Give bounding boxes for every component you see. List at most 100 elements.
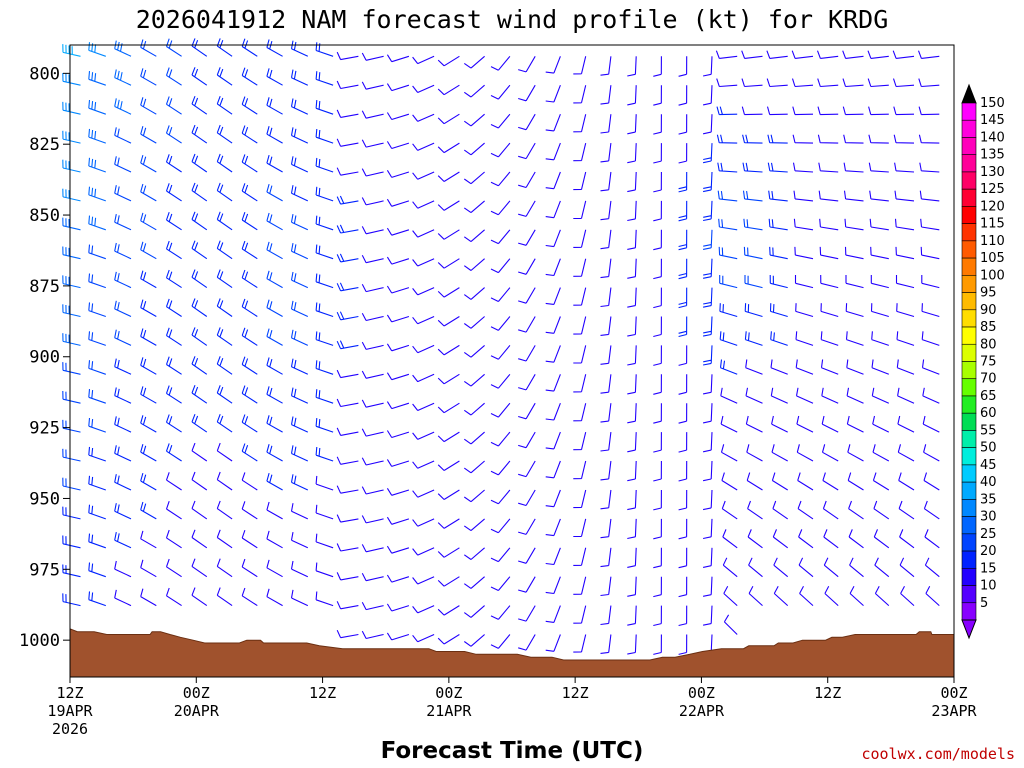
wind-barb xyxy=(702,518,713,540)
wind-barb xyxy=(723,586,738,607)
colorbar-cell xyxy=(961,516,977,535)
wind-barb xyxy=(191,67,208,86)
wind-barb xyxy=(573,142,587,162)
colorbar-cell xyxy=(961,137,977,155)
wind-barb xyxy=(545,316,561,334)
wind-barb xyxy=(772,500,789,520)
wind-barb xyxy=(88,533,106,549)
wind-barb xyxy=(266,270,283,289)
wind-barb xyxy=(818,190,839,202)
wind-barb xyxy=(490,402,511,418)
wind-barb xyxy=(336,456,359,465)
wind-barb xyxy=(897,387,915,404)
wind-barb xyxy=(823,529,839,549)
wind-barb xyxy=(412,489,435,498)
wind-barb xyxy=(869,218,889,231)
wind-barb xyxy=(743,246,763,260)
wind-barb xyxy=(114,271,132,289)
wind-barb xyxy=(545,460,561,479)
wind-barb xyxy=(766,106,788,116)
wind-barb xyxy=(437,316,460,327)
terrain-surface xyxy=(69,628,955,678)
wind-barb xyxy=(627,85,637,106)
wind-barb xyxy=(573,460,587,480)
wind-barb xyxy=(874,586,890,607)
wind-barb xyxy=(817,134,839,144)
wind-barb xyxy=(627,605,637,626)
wind-barb xyxy=(216,298,233,317)
wind-barb xyxy=(545,229,561,248)
wind-barb xyxy=(266,183,283,202)
wind-barb xyxy=(191,211,208,231)
wind-barb xyxy=(412,55,435,65)
colorbar-label: 25 xyxy=(980,527,997,542)
wind-barb xyxy=(490,84,511,100)
colorbar-label: 45 xyxy=(980,458,997,473)
wind-barb xyxy=(165,356,182,375)
wind-barb xyxy=(437,402,460,414)
wind-barb xyxy=(873,500,890,520)
wind-barb xyxy=(315,100,334,115)
wind-barb xyxy=(600,345,612,365)
wind-barb xyxy=(600,56,612,76)
wind-barb xyxy=(573,489,587,509)
wind-barb xyxy=(600,316,612,336)
wind-barb xyxy=(386,141,410,150)
wind-barb xyxy=(165,327,182,346)
colorbar-label: 80 xyxy=(980,337,997,352)
wind-barb xyxy=(545,200,561,219)
y-tick-label: 825 xyxy=(29,135,60,155)
colorbar-cell xyxy=(961,378,977,397)
wind-barb xyxy=(336,514,359,523)
wind-barb xyxy=(386,285,410,294)
wind-barb xyxy=(653,229,662,251)
wind-barb xyxy=(702,432,713,453)
wind-barb xyxy=(678,287,688,309)
wind-barb xyxy=(773,557,789,578)
wind-barb xyxy=(386,83,410,92)
wind-barb xyxy=(266,444,283,462)
wind-barb xyxy=(797,500,814,520)
wind-barb xyxy=(241,154,258,173)
wind-barb xyxy=(140,270,157,289)
wind-barb xyxy=(191,38,208,57)
colorbar-cell xyxy=(961,533,977,552)
wind-barb xyxy=(437,431,460,443)
y-tick-label: 800 xyxy=(29,64,60,84)
wind-barb xyxy=(848,529,864,549)
wind-barb xyxy=(114,40,132,57)
wind-barb xyxy=(88,42,106,57)
wind-barb xyxy=(893,106,915,116)
wind-barb xyxy=(822,500,839,520)
wind-barb xyxy=(412,258,435,267)
wind-barb xyxy=(437,518,460,529)
wind-barb xyxy=(818,162,839,173)
wind-barb xyxy=(768,218,788,231)
wind-barb xyxy=(241,67,258,86)
wind-barb xyxy=(518,171,536,189)
wind-barb xyxy=(463,55,485,69)
wind-barb xyxy=(702,85,713,106)
wind-barb xyxy=(241,558,258,578)
wind-barb xyxy=(290,387,309,404)
wind-barb xyxy=(573,56,587,75)
wind-barb xyxy=(361,544,384,553)
wind-barb xyxy=(165,67,182,86)
wind-barb xyxy=(745,387,763,404)
wind-barb xyxy=(191,471,208,491)
wind-barb xyxy=(386,574,410,583)
wind-barb xyxy=(847,444,864,462)
wind-barb xyxy=(627,200,637,222)
wind-barb xyxy=(627,432,637,453)
wind-barb xyxy=(386,170,410,178)
wind-barb xyxy=(140,559,157,578)
wind-barb xyxy=(702,576,713,597)
wind-barb xyxy=(490,113,511,129)
wind-barb xyxy=(216,124,233,144)
colorbar-label: 85 xyxy=(980,320,997,335)
wind-barb xyxy=(845,275,864,289)
wind-barb xyxy=(290,127,309,144)
wind-barb xyxy=(490,576,511,591)
wind-barb xyxy=(315,128,334,144)
wind-barb xyxy=(62,333,81,346)
